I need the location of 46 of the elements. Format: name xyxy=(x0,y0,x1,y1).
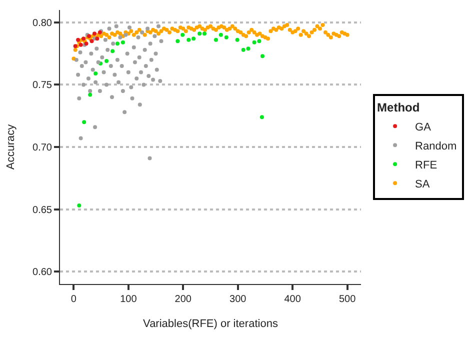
y-tick-label: 0.80 xyxy=(32,18,52,29)
point xyxy=(257,39,262,44)
legend-title: Method xyxy=(377,100,420,115)
point xyxy=(241,48,246,52)
point xyxy=(186,38,191,42)
y-tick-label: 0.75 xyxy=(32,80,52,92)
point xyxy=(94,72,98,76)
point xyxy=(176,39,180,44)
point xyxy=(202,32,206,36)
x-tick-label: 100 xyxy=(120,294,138,305)
point xyxy=(214,38,218,42)
legend-label: Random xyxy=(415,140,457,152)
point xyxy=(76,38,80,42)
y-tick-label: 0.60 xyxy=(32,267,52,278)
legend-label: GA xyxy=(415,121,432,134)
point xyxy=(235,38,240,42)
y-axis-title: Accuracy xyxy=(5,124,18,170)
point xyxy=(120,40,125,44)
x-tick-label: 400 xyxy=(284,294,302,305)
point xyxy=(77,204,82,208)
point xyxy=(110,49,115,54)
point xyxy=(198,32,202,36)
point xyxy=(252,40,256,44)
x-tick-label: 500 xyxy=(338,294,356,305)
legend-label: SA xyxy=(415,178,430,190)
x-tick-label: 300 xyxy=(230,294,247,305)
point xyxy=(218,32,223,37)
point xyxy=(224,35,228,40)
point xyxy=(88,92,92,97)
point xyxy=(104,59,109,64)
point xyxy=(115,42,120,46)
point xyxy=(180,32,185,37)
x-tick-label: 0 xyxy=(70,294,77,305)
point xyxy=(192,36,196,41)
legend-label: RFE xyxy=(415,159,438,172)
x-tick-label: 200 xyxy=(174,294,192,305)
point xyxy=(92,32,96,36)
x-axis-title: Variables(RFE) or iterations xyxy=(143,318,278,330)
y-tick-label: 0.65 xyxy=(32,204,52,216)
point xyxy=(90,39,94,44)
point xyxy=(246,46,250,51)
point xyxy=(260,54,264,58)
y-tick-label: 0.70 xyxy=(32,142,52,154)
point xyxy=(260,115,264,120)
point xyxy=(78,42,83,47)
point xyxy=(82,120,86,124)
